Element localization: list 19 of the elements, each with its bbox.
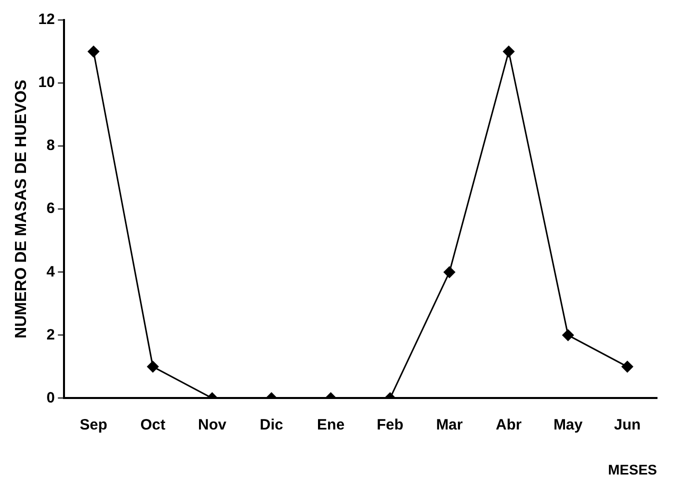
y-tick-label: 4 bbox=[46, 263, 56, 280]
x-tick-label: Abr bbox=[496, 416, 522, 434]
x-tick-label: Nov bbox=[198, 416, 227, 434]
x-tick-label: Oct bbox=[140, 416, 166, 434]
x-tick-label: Dic bbox=[260, 416, 284, 434]
y-axis-title: NUMERO DE MASAS DE HUEVOS bbox=[13, 79, 30, 338]
x-tick-label: Ene bbox=[317, 416, 345, 434]
x-tick-label: Feb bbox=[376, 416, 404, 434]
y-tick-label: 12 bbox=[38, 11, 55, 28]
y-tick-label: 10 bbox=[38, 74, 55, 92]
x-tick-label: Mar bbox=[436, 416, 463, 434]
x-tick-label: Jun bbox=[614, 416, 641, 434]
y-tick-label: 6 bbox=[46, 200, 55, 218]
y-tick-label: 0 bbox=[46, 389, 55, 406]
y-tick-label: 2 bbox=[46, 326, 55, 344]
x-tick-label: May bbox=[553, 416, 584, 434]
x-axis-title: MESES bbox=[608, 461, 657, 478]
y-tick-label: 8 bbox=[46, 137, 55, 154]
x-tick-label: Sep bbox=[80, 416, 108, 434]
